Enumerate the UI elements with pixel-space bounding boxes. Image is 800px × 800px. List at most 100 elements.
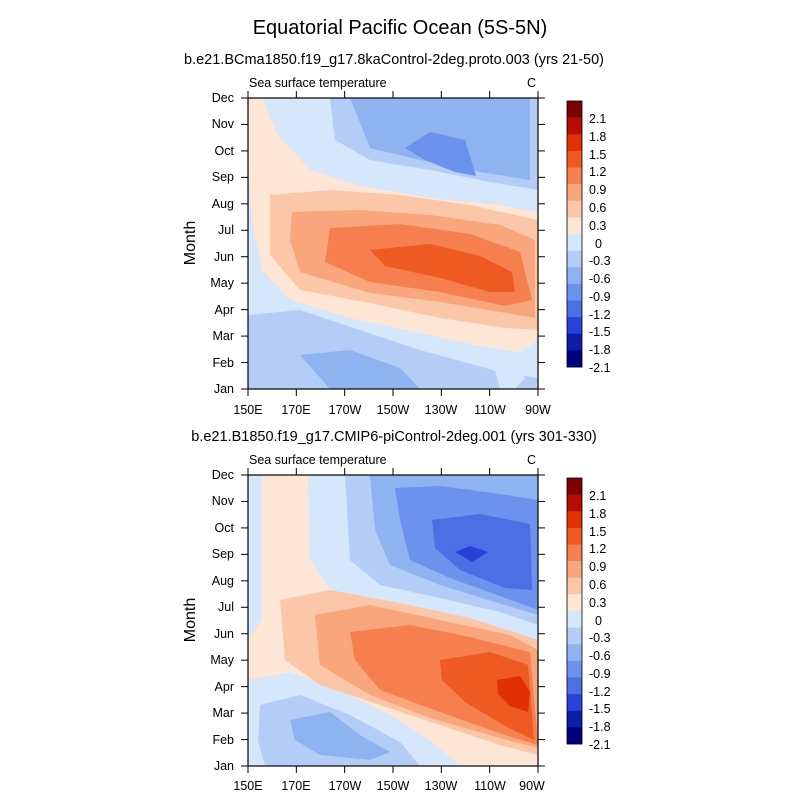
panel-1-xtick-label: 130W xyxy=(425,403,458,417)
panel-1-ytick-label: Sep xyxy=(212,170,234,184)
panel-1-colorbar-label: -1.2 xyxy=(589,308,611,322)
panel-2-colorbar-label: 0.6 xyxy=(589,578,606,592)
panel-2-left-string: Sea surface temperature xyxy=(249,453,387,467)
panel-2-colorbar-frame xyxy=(566,477,583,745)
panel-2-xtick-label: 150W xyxy=(377,779,410,793)
panel-2-subtitle: b.e21.B1850.f19_g17.CMIP6-piControl-2deg… xyxy=(191,429,596,445)
panel-2-colorbar-label: -2.1 xyxy=(589,738,611,752)
panel-1-colorbar-box xyxy=(567,184,582,202)
panel-2-colorbar-label: 2.1 xyxy=(589,489,606,503)
panel-2-ytick-label: Feb xyxy=(212,733,234,747)
panel-1-ytick-label: Mar xyxy=(212,329,234,343)
panel-2-band-neg06-bottom xyxy=(290,712,390,760)
panel-2-colorbar-box xyxy=(567,694,582,712)
panel-2-xtick-label: 150E xyxy=(233,779,262,793)
panel-1-colorbar-box xyxy=(567,300,582,318)
panel-2-band-pos15 xyxy=(497,676,530,712)
panel-1-colorbar-box xyxy=(567,317,582,335)
figure-title: Equatorial Pacific Ocean (5S-5N) xyxy=(253,17,548,39)
panel-2: b.e21.B1850.f19_g17.CMIP6-piControl-2deg… xyxy=(182,429,611,793)
panel-2-ytick-label: Jul xyxy=(218,600,234,614)
panel-2-ytick-label: Nov xyxy=(212,494,235,508)
panel-2-colorbar-label: 0.3 xyxy=(589,596,606,610)
panel-2-ytick-label: Mar xyxy=(212,706,234,720)
panel-2-yticks: Jan Feb Mar Apr May Jun Jul Aug Sep Oct … xyxy=(210,468,234,773)
panel-1-colorbar-box xyxy=(567,117,582,135)
panel-1-colorbar-label: -0.3 xyxy=(589,254,611,268)
panel-2-ytick-label: Jan xyxy=(214,759,234,773)
panel-2-xtick-label: 130W xyxy=(425,779,458,793)
panel-1-band-notch xyxy=(495,360,525,389)
panel-1-ytick-label: Oct xyxy=(215,144,235,158)
panel-2-ytick-label: Oct xyxy=(215,521,235,535)
panel-2-band-pos12 xyxy=(440,652,534,740)
panel-2-colorbar-label: -1.2 xyxy=(589,685,611,699)
panel-1-colorbar-label: -0.9 xyxy=(589,290,611,304)
panel-2-xtick-label: 170E xyxy=(281,779,310,793)
panel-2-colorbar-box xyxy=(567,544,582,562)
panel-2-colorbar-box xyxy=(567,478,582,495)
panel-2-colorbar-label: -0.3 xyxy=(589,631,611,645)
panel-2-ytick-label: Jun xyxy=(214,627,234,641)
panel-1: b.e21.BCma1850.f19_g17.8kaControl-2deg.p… xyxy=(182,52,611,417)
panel-1-colorbar-box xyxy=(567,267,582,285)
panel-1-colorbar-box xyxy=(567,250,582,268)
panel-2-colorbar-box xyxy=(567,561,582,579)
panel-2-units: C xyxy=(527,453,536,467)
panel-1-colorbar-label: -1.5 xyxy=(589,325,611,339)
panel-2-xtick-label: 170W xyxy=(329,779,362,793)
panel-1-band-neg09-bottom xyxy=(300,350,420,389)
panel-1-colorbar-label: -0.6 xyxy=(589,272,611,286)
panel-1-ytick-label: Dec xyxy=(212,91,234,105)
panel-1-ytick-label: Jan xyxy=(214,382,234,396)
panel-2-colorbar-label: -1.5 xyxy=(589,702,611,716)
panel-1-ytick-label: Jul xyxy=(218,223,234,237)
panel-1-colorbar-label: -2.1 xyxy=(589,361,611,375)
panel-2-colorbar-label: 0.9 xyxy=(589,560,606,574)
panel-1-ytick-label: May xyxy=(210,276,234,290)
panel-2-colorbar-label: 1.5 xyxy=(589,525,606,539)
panel-2-colorbar-box xyxy=(567,527,582,545)
panel-1-xtick-label: 150W xyxy=(377,403,410,417)
panel-1-xtick-label: 170W xyxy=(329,403,362,417)
panel-2-contour-field xyxy=(248,475,538,766)
panel-1-colorbar-box xyxy=(567,217,582,235)
panel-1-colorbar-box xyxy=(567,150,582,168)
panel-1-band-pos12 xyxy=(370,244,515,292)
panel-2-tick-marks xyxy=(241,468,545,773)
panel-2-ytick-label: May xyxy=(210,653,234,667)
panel-1-units: C xyxy=(527,76,536,90)
panel-1-ytick-label: Jun xyxy=(214,250,234,264)
panel-2-xticks: 150E 170E 170W 150W 130W 110W 90W xyxy=(233,779,545,793)
panel-2-colorbar-box xyxy=(567,710,582,728)
panel-1-colorbar-label: 2.1 xyxy=(589,112,606,126)
panel-1-xtick-label: 110W xyxy=(474,403,506,417)
panel-1-colorbar-label: -1.8 xyxy=(589,343,611,357)
panel-2-colorbar-label: -0.6 xyxy=(589,649,611,663)
panel-1-colorbar-box xyxy=(567,333,582,351)
panel-1-subtitle: b.e21.BCma1850.f19_g17.8kaControl-2deg.p… xyxy=(184,52,604,68)
panel-1-colorbar-box xyxy=(567,283,582,301)
panel-1-colorbar-label: 0.9 xyxy=(589,183,606,197)
panel-2-xtick-label: 110W xyxy=(474,779,506,793)
panel-1-colorbar-box xyxy=(567,350,582,368)
panel-1-colorbar-labels: 2.1 1.8 1.5 1.2 0.9 0.6 0.3 0 -0.3 -0.6 … xyxy=(589,112,611,375)
panel-2-colorbar-box xyxy=(567,627,582,645)
panel-2-colorbar-box xyxy=(567,594,582,612)
panel-1-xticks: 150E 170E 170W 150W 130W 110W 90W xyxy=(233,403,551,417)
panel-1-colorbar-label: 1.2 xyxy=(589,165,606,179)
panel-1-left-string: Sea surface temperature xyxy=(249,76,387,90)
panel-2-ytick-label: Dec xyxy=(212,468,234,482)
panel-2-colorbar: 2.1 1.8 1.5 1.2 0.9 0.6 0.3 0 -0.3 -0.6 … xyxy=(566,477,611,752)
panel-2-ylabel: Month xyxy=(182,598,199,642)
panel-1-colorbar-box xyxy=(567,134,582,152)
panel-2-colorbar-label: 1.8 xyxy=(589,507,606,521)
panel-1-colorbar-label: 1.8 xyxy=(589,130,606,144)
panel-2-ytick-label: Aug xyxy=(212,574,234,588)
panel-2-colorbar-box xyxy=(567,511,582,529)
panel-1-ytick-label: Feb xyxy=(212,356,234,370)
panel-1-ytick-label: Aug xyxy=(212,197,234,211)
panel-1-band-neg12-top xyxy=(405,132,476,176)
panel-1-colorbar-box xyxy=(567,167,582,185)
